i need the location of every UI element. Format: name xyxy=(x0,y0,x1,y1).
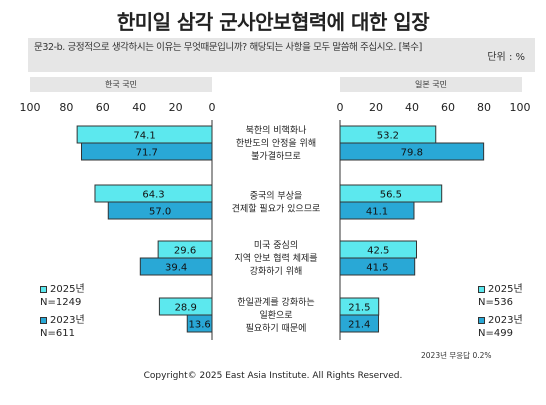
korea-tick-label: 0 xyxy=(209,101,216,114)
japan-bar-value-label: 42.5 xyxy=(367,246,389,257)
category-label: 미국 중심의 xyxy=(254,240,298,251)
korea-bar-value-label: 29.6 xyxy=(174,246,196,257)
korea-bar-2025년 xyxy=(158,297,213,316)
korea-bar-value-label: 39.4 xyxy=(165,263,187,274)
no-response-note: 2023년 무응답 0.2% xyxy=(421,351,492,360)
japan-bar-2023년 xyxy=(339,201,415,220)
copyright-footer: Copyright© 2025 East Asia Institute. All… xyxy=(143,371,403,381)
legend-label-2025: 2025년 xyxy=(488,284,523,295)
japan-bar-value-label: 21.5 xyxy=(348,303,370,314)
japan-bar-value-label: 41.5 xyxy=(366,263,388,274)
legend-swatch-2025 xyxy=(478,286,485,293)
category-label: 중국의 부상을 xyxy=(250,191,303,202)
category-label: 불가결하므로 xyxy=(251,151,301,162)
legend-label-2023: 2023년 xyxy=(488,315,523,326)
korea-tick-label: 60 xyxy=(96,101,110,114)
korea-bar-value-label: 64.3 xyxy=(142,190,164,201)
category-label: 강화하기 위해 xyxy=(250,266,303,277)
category-label: 지역 안보 협력 체제를 xyxy=(234,252,317,264)
japan-tick-label: 100 xyxy=(510,101,531,114)
korea-tick-label: 80 xyxy=(59,101,73,114)
legend-n-2025: N=1249 xyxy=(40,297,82,308)
japan-legend: 2025년 N=536 2023년 N=499 xyxy=(478,283,523,340)
japan-bar-value-label: 56.5 xyxy=(380,190,402,201)
category-label: 한일관계를 강화하는 xyxy=(237,296,314,308)
japan-panel-header: 일본 국민 xyxy=(340,77,522,92)
japan-bar-value-label: 53.2 xyxy=(377,131,399,142)
category-label: 견제할 필요가 있으므로 xyxy=(232,203,321,215)
legend-n-2025: N=536 xyxy=(478,297,513,308)
legend-swatch-2023 xyxy=(40,317,47,324)
korea-bar-value-label: 13.6 xyxy=(188,320,210,331)
category-label: 필요하기 때문에 xyxy=(246,322,307,334)
japan-bar-value-label: 41.1 xyxy=(366,207,388,218)
korea-bar-value-label: 71.7 xyxy=(136,148,158,159)
korea-tick-label: 20 xyxy=(169,101,183,114)
legend-swatch-2023 xyxy=(478,317,485,324)
unit-label: 단위 : % xyxy=(487,52,525,63)
korea-tick-label: 40 xyxy=(132,101,146,114)
korea-panel-header: 한국 국민 xyxy=(30,77,212,92)
category-label: 북한의 비핵화나 xyxy=(246,124,307,136)
korea-bar-value-label: 28.9 xyxy=(175,303,197,314)
korea-bar-2023년 xyxy=(81,142,213,161)
category-label: 일환으로 xyxy=(259,309,292,321)
question-box: 문32-b. 긍정적으로 생각하시는 이유는 무엇때문입니까? 해당되는 사항을… xyxy=(28,38,535,72)
legend-label-2025: 2025년 xyxy=(50,284,85,295)
japan-bar-value-label: 79.8 xyxy=(401,148,423,159)
korea-legend: 2025년 N=1249 2023년 N=611 xyxy=(40,283,85,340)
legend-swatch-2025 xyxy=(40,286,47,293)
japan-tick-label: 0 xyxy=(337,101,344,114)
korea-tick-label: 100 xyxy=(20,101,41,114)
korea-bar-2023년 xyxy=(186,314,213,333)
korea-bar-value-label: 57.0 xyxy=(149,207,171,218)
legend-label-2023: 2023년 xyxy=(50,315,85,326)
japan-tick-label: 80 xyxy=(477,101,491,114)
japan-tick-label: 40 xyxy=(405,101,419,114)
category-label: 한반도의 안정을 위해 xyxy=(236,138,316,149)
korea-bar-2023년 xyxy=(139,257,213,276)
japan-bar-2023년 xyxy=(339,257,416,276)
chart-title: 한미일 삼각 군사안보협력에 대한 입장 xyxy=(116,10,430,34)
japan-bar-2023년 xyxy=(339,314,380,333)
japan-bar-2023년 xyxy=(339,142,485,161)
japan-tick-label: 20 xyxy=(369,101,383,114)
legend-n-2023: N=611 xyxy=(40,328,75,339)
korea-bar-2023년 xyxy=(107,201,213,220)
japan-bar-value-label: 21.4 xyxy=(348,320,370,331)
japan-tick-label: 60 xyxy=(441,101,455,114)
question-text: 문32-b. 긍정적으로 생각하시는 이유는 무엇때문입니까? 해당되는 사항을… xyxy=(34,42,422,53)
korea-bar-value-label: 74.1 xyxy=(133,131,155,142)
legend-n-2023: N=499 xyxy=(478,328,513,339)
